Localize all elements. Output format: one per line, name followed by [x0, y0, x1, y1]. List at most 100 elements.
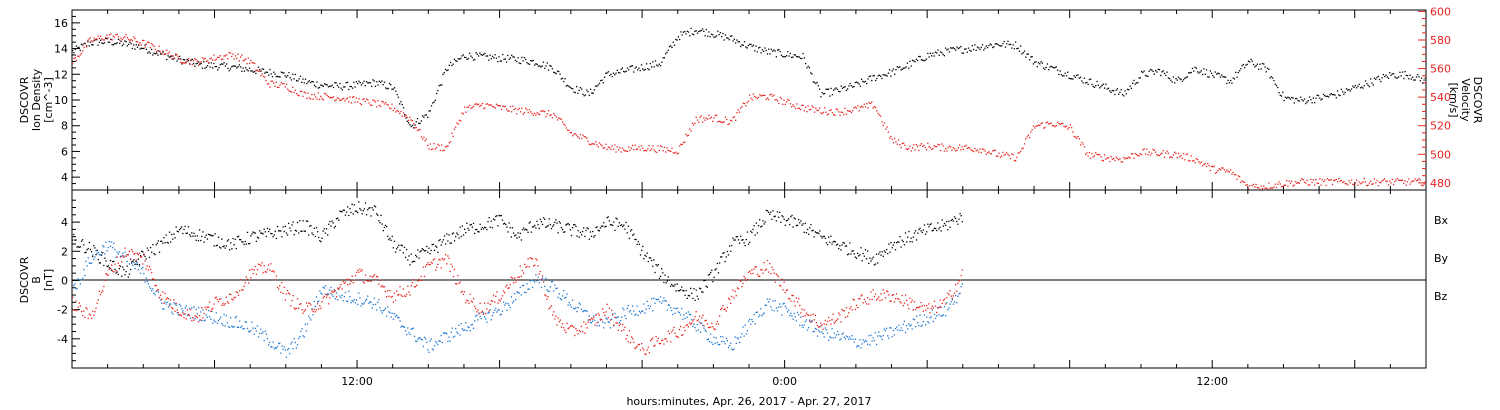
data-point — [78, 246, 80, 248]
data-point — [1289, 98, 1292, 100]
data-point — [773, 310, 775, 312]
data-point — [1031, 55, 1033, 58]
data-point — [408, 332, 410, 334]
data-point — [252, 71, 255, 73]
data-point — [575, 225, 577, 228]
data-point — [1182, 79, 1185, 81]
data-point — [176, 309, 178, 311]
data-point — [715, 323, 717, 325]
data-point — [539, 270, 541, 273]
data-point — [245, 67, 247, 69]
data-point — [1011, 153, 1013, 155]
data-point — [830, 235, 832, 237]
data-point — [537, 113, 540, 115]
data-point — [442, 332, 445, 335]
data-point — [184, 225, 186, 228]
data-point — [397, 110, 400, 113]
data-point — [612, 72, 615, 74]
data-point — [729, 35, 732, 37]
data-point — [860, 295, 862, 297]
data-point — [676, 335, 678, 338]
data-point — [451, 132, 453, 134]
data-point — [591, 143, 593, 145]
data-point — [1284, 96, 1287, 98]
data-point — [86, 308, 88, 310]
data-point — [292, 73, 294, 75]
data-point — [1013, 48, 1015, 50]
data-point — [635, 346, 637, 349]
data-point — [682, 318, 684, 321]
data-point — [892, 68, 895, 70]
data-point — [712, 281, 714, 283]
data-point — [1046, 121, 1049, 123]
data-point — [123, 256, 125, 259]
data-point — [784, 103, 786, 106]
data-point — [637, 314, 639, 317]
data-point — [460, 120, 462, 122]
data-point — [723, 251, 725, 254]
data-point — [735, 42, 737, 44]
data-point — [1263, 63, 1265, 65]
data-point — [1371, 82, 1373, 84]
data-point — [1214, 172, 1217, 174]
data-point — [588, 319, 590, 321]
data-point — [344, 100, 346, 102]
data-point — [212, 307, 214, 310]
data-point — [573, 326, 575, 328]
data-point — [756, 97, 758, 100]
data-point — [1140, 153, 1143, 156]
data-point — [395, 90, 397, 92]
data-point — [927, 321, 929, 323]
data-point — [1249, 185, 1251, 187]
data-point — [540, 221, 543, 223]
data-point — [676, 283, 678, 285]
data-point — [497, 60, 499, 63]
data-point — [74, 283, 76, 285]
data-point — [1331, 183, 1334, 186]
data-point — [459, 281, 461, 283]
data-point — [635, 66, 638, 68]
data-point — [560, 299, 563, 301]
data-point — [593, 316, 595, 319]
data-point — [177, 58, 179, 60]
data-point — [902, 142, 905, 144]
data-point — [1316, 182, 1318, 184]
data-point — [129, 39, 131, 42]
data-point — [1231, 173, 1233, 175]
data-point — [793, 300, 795, 303]
data-point — [953, 48, 956, 50]
data-point — [632, 305, 634, 307]
data-point — [262, 233, 264, 235]
data-point — [496, 311, 498, 313]
data-point — [921, 305, 923, 307]
data-point — [1090, 78, 1092, 80]
data-point — [1335, 178, 1337, 181]
data-point — [358, 80, 360, 82]
data-point — [191, 58, 193, 61]
data-point — [477, 55, 480, 57]
data-point — [388, 311, 390, 313]
data-point — [731, 244, 733, 247]
data-point — [724, 34, 727, 36]
data-point — [275, 75, 277, 78]
data-point — [829, 319, 831, 322]
data-point — [250, 70, 252, 72]
data-point — [1048, 123, 1050, 125]
data-point — [1186, 153, 1189, 155]
data-point — [354, 302, 357, 304]
data-point — [338, 219, 340, 221]
data-point — [134, 268, 136, 270]
data-point — [1124, 158, 1126, 160]
data-point — [771, 218, 773, 220]
data-point — [500, 108, 503, 111]
data-point — [1349, 182, 1351, 184]
data-point — [696, 119, 699, 121]
data-point — [1216, 73, 1218, 75]
data-point — [246, 62, 248, 65]
data-point — [969, 49, 971, 52]
data-point — [860, 105, 863, 107]
data-point — [473, 320, 476, 322]
data-point — [119, 42, 121, 45]
data-point — [111, 43, 113, 46]
data-point — [288, 222, 290, 225]
